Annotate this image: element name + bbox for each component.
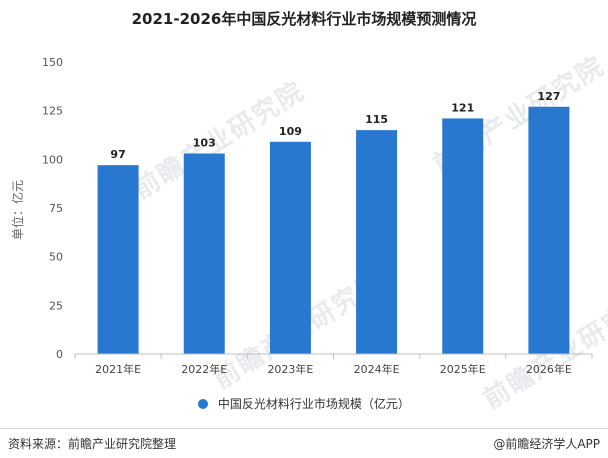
bar-2022年E — [183, 153, 225, 354]
data-label: 97 — [110, 148, 125, 161]
y-tick-label: 0 — [56, 348, 63, 361]
y-tick-label: 100 — [42, 153, 63, 166]
y-tick-label: 150 — [42, 56, 63, 69]
bar-2024年E — [356, 130, 398, 354]
bar-2021年E — [97, 165, 139, 354]
y-tick-label: 75 — [49, 202, 63, 215]
legend: 中国反光材料行业市场规模（亿元） — [0, 395, 608, 412]
legend-swatch — [198, 399, 209, 409]
source-note: 资料来源：前瞻产业研究院整理 — [8, 437, 177, 451]
bar-2026年E — [528, 106, 570, 354]
x-tick-label: 2026年E — [526, 362, 572, 376]
x-axis-ticks: 2021年E 2022年E 2023年E 2024年E 2025年E 2026年E — [74, 354, 593, 376]
x-tick-label: 2025年E — [440, 362, 486, 376]
y-tick-label: 125 — [42, 105, 63, 118]
data-label: 109 — [279, 125, 302, 138]
x-tick-label: 2023年E — [267, 362, 313, 376]
data-label: 103 — [193, 136, 216, 149]
bar-chart: 0 25 50 75 100 125 150 97 103 109 115 121 127 2021年… — [10, 56, 593, 376]
y-axis-label: 单位：亿元 — [10, 180, 25, 240]
x-tick-label: 2024年E — [354, 362, 400, 376]
bar-series: 97 103 109 115 121 127 — [97, 90, 570, 354]
data-label: 121 — [451, 101, 474, 114]
bar-2023年E — [269, 141, 311, 354]
legend-label: 中国反光材料行业市场规模（亿元） — [217, 397, 410, 411]
y-tick-label: 50 — [49, 251, 63, 264]
data-label: 127 — [537, 90, 560, 103]
x-tick-label: 2022年E — [181, 362, 227, 376]
x-tick-label: 2021年E — [95, 362, 141, 376]
bar-2025年E — [442, 118, 484, 354]
y-tick-label: 25 — [49, 299, 63, 312]
brand-credit: @前瞻经济学人APP — [493, 437, 600, 451]
y-axis-ticks: 0 25 50 75 100 125 150 — [42, 56, 63, 361]
chart-title: 2021-2026年中国反光材料行业市场规模预测情况 — [131, 10, 477, 28]
footer: 资料来源：前瞻产业研究院整理 @前瞻经济学人APP — [0, 428, 608, 458]
data-label: 115 — [365, 113, 388, 126]
